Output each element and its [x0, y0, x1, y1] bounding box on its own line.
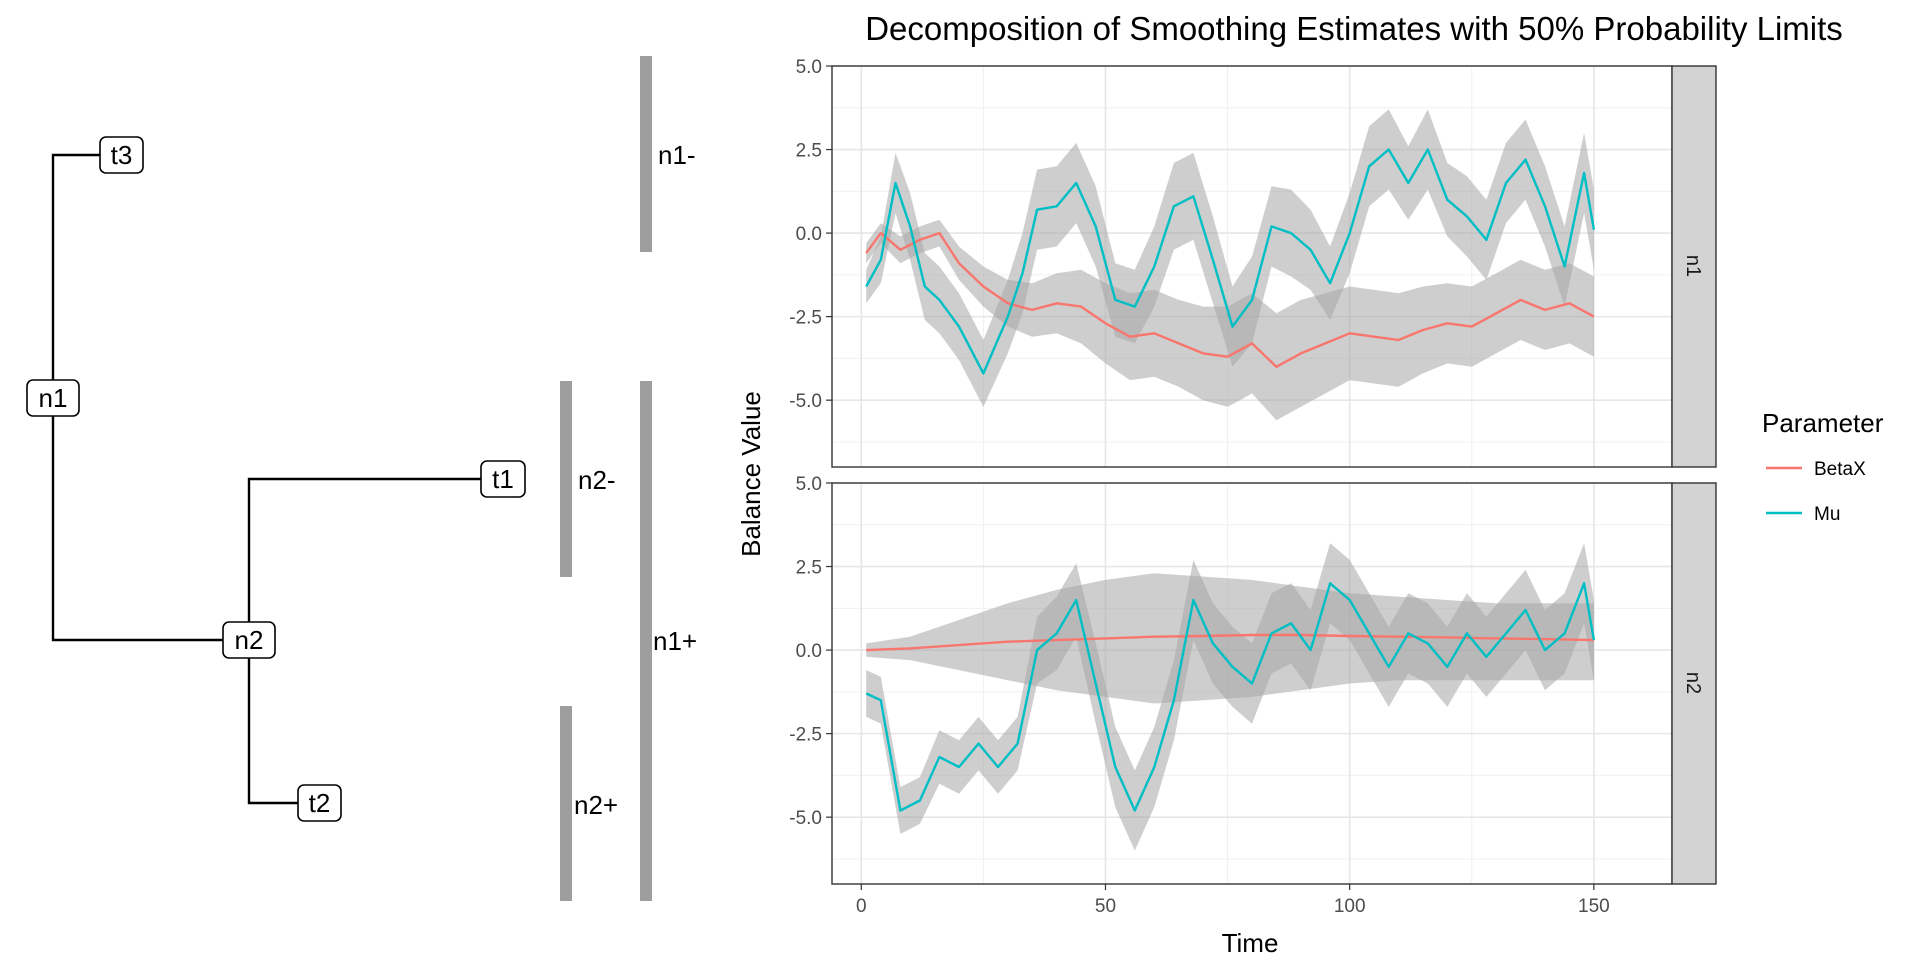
- panel-bands: [866, 109, 1594, 421]
- x-tick-label: 100: [1334, 896, 1366, 917]
- y-tick-label: 0.0: [796, 224, 822, 245]
- y-tick-label: -2.5: [789, 308, 822, 329]
- x-axis-ticks: 0 50 100 150: [856, 884, 1610, 917]
- legend-label: Mu: [1814, 504, 1840, 525]
- tree-node-label: n1: [39, 383, 68, 413]
- tree-node-t1: t1: [480, 460, 526, 498]
- bracket-label-n1-minus: n1-: [658, 140, 696, 170]
- panel-bands: [866, 543, 1594, 851]
- y-axis-ticks: 5.0 2.5 0.0 -2.5 -5.0: [789, 57, 832, 412]
- series-line-mu: [865, 148, 1596, 375]
- facet-strip-label: n1: [1682, 255, 1704, 277]
- tree-edge-n1-n2: [51, 398, 249, 642]
- legend: Parameter BetaX Mu: [1762, 408, 1884, 525]
- y-tick-label: -5.0: [789, 808, 822, 829]
- x-tick-label: 150: [1578, 896, 1610, 917]
- legend-label: BetaX: [1814, 459, 1866, 480]
- tree-edge-n2-t1: [247, 477, 503, 640]
- confidence-band-mu: [866, 543, 1594, 851]
- facet-strip: [1671, 482, 1717, 885]
- tree-node-n2: n2: [222, 621, 276, 659]
- clade-brackets: n1- n2- n1+ n2+: [560, 56, 697, 901]
- y-tick-label: 5.0: [796, 474, 822, 495]
- facet-strip: [1671, 65, 1717, 468]
- x-tick-label: 0: [856, 896, 867, 917]
- confidence-band-mu: [866, 109, 1594, 407]
- tree-edge-n2-t2: [247, 640, 319, 805]
- y-tick-label: 0.0: [796, 641, 822, 662]
- tree-edge-n1-t3: [51, 153, 103, 398]
- x-tick-label: 50: [1095, 896, 1116, 917]
- bracket-label-n1-plus: n1+: [653, 626, 697, 656]
- tree: t3 n1 t1 n2 t2: [26, 136, 526, 822]
- y-axis-ticks: 5.0 2.5 0.0 -2.5 -5.0: [789, 474, 832, 829]
- tree-node-label: n2: [235, 625, 264, 655]
- legend-item-mu: Mu: [1766, 504, 1840, 525]
- tree-node-label: t2: [309, 788, 331, 818]
- tree-node-n1: n1: [26, 379, 80, 417]
- bracket-bar-n1-minus: [640, 56, 652, 252]
- series-line-mu: [865, 582, 1596, 812]
- tree-node-box: [99, 136, 144, 174]
- tree-node-label: t1: [492, 464, 514, 494]
- bracket-bar-n2-plus: [560, 706, 572, 901]
- bracket-label-n2-minus: n2-: [578, 465, 616, 495]
- panel-lines: [865, 148, 1596, 375]
- tree-node-box: [26, 379, 80, 417]
- legend-title: Parameter: [1762, 408, 1884, 438]
- tree-node-box: [480, 460, 526, 498]
- y-tick-label: -2.5: [789, 725, 822, 746]
- bracket-label-n2-plus: n2+: [574, 790, 618, 820]
- facet-panel-n1: 5.0 2.5 0.0 -2.5 -5.0 n1: [789, 57, 1717, 468]
- tree-node-box: [297, 784, 342, 822]
- tree-node-box: [222, 621, 276, 659]
- y-tick-label: 5.0: [796, 57, 822, 78]
- facet-strip-label: n2: [1682, 672, 1704, 694]
- chart: Decomposition of Smoothing Estimates wit…: [736, 10, 1884, 958]
- y-tick-label: -5.0: [789, 391, 822, 412]
- series-line-betax: [865, 231, 1595, 368]
- facet-panel-n2: 5.0 2.5 0.0 -2.5 -5.0 n2: [789, 474, 1717, 885]
- y-axis-title: Balance Value: [736, 391, 766, 557]
- tree-node-t3: t3: [99, 136, 144, 174]
- y-tick-label: 2.5: [796, 558, 822, 579]
- bracket-bar-n2-minus: [560, 381, 572, 577]
- tree-node-label: t3: [111, 140, 133, 170]
- chart-title: Decomposition of Smoothing Estimates wit…: [865, 10, 1843, 47]
- bracket-bar-n1-plus: [640, 381, 652, 901]
- tree-node-t2: t2: [297, 784, 342, 822]
- y-tick-label: 2.5: [796, 141, 822, 162]
- x-axis-title: Time: [1222, 928, 1279, 958]
- panel-lines: [865, 582, 1596, 812]
- legend-item-betax: BetaX: [1766, 459, 1866, 480]
